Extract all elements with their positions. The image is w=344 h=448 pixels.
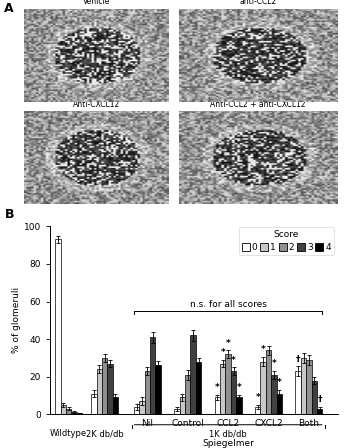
Text: Spiegelmer: Spiegelmer xyxy=(202,439,254,448)
Bar xyxy=(61,405,66,414)
Text: 1K db/db: 1K db/db xyxy=(209,430,247,439)
Bar xyxy=(277,394,282,414)
Bar xyxy=(144,371,150,414)
Text: *: * xyxy=(255,393,260,402)
Bar xyxy=(174,409,180,414)
Bar xyxy=(180,397,185,414)
Y-axis label: % of glomeruli: % of glomeruli xyxy=(12,287,21,353)
Text: *: * xyxy=(261,345,266,354)
Legend: 0, 1, 2, 3, 4: 0, 1, 2, 3, 4 xyxy=(239,227,334,255)
Text: Anti-CCL2 + anti-CXCL12: Anti-CCL2 + anti-CXCL12 xyxy=(210,99,306,108)
Bar xyxy=(255,407,260,414)
Bar xyxy=(134,407,139,414)
Bar xyxy=(271,375,277,414)
Bar xyxy=(220,364,225,414)
Bar xyxy=(107,364,113,414)
Text: *: * xyxy=(221,348,225,357)
Text: *: * xyxy=(237,383,241,392)
Bar xyxy=(196,362,201,414)
Text: *: * xyxy=(215,383,220,392)
Text: *: * xyxy=(231,356,236,365)
Bar xyxy=(155,366,161,414)
Text: *: * xyxy=(271,359,276,368)
Bar xyxy=(317,409,322,414)
Bar xyxy=(215,397,220,414)
Text: B: B xyxy=(5,207,15,220)
Bar xyxy=(260,362,266,414)
Bar xyxy=(72,412,77,414)
Bar xyxy=(185,375,191,414)
Text: anti-CCL2: anti-CCL2 xyxy=(239,0,277,6)
Bar xyxy=(225,354,231,414)
Bar xyxy=(236,397,241,414)
Bar xyxy=(301,358,306,414)
Text: 2K db/db: 2K db/db xyxy=(86,430,123,439)
Text: †: † xyxy=(318,395,322,404)
Bar xyxy=(295,371,301,414)
Bar xyxy=(66,409,72,414)
Text: Wildtype: Wildtype xyxy=(50,430,87,439)
Bar xyxy=(191,336,196,414)
Text: *: * xyxy=(277,378,282,387)
Bar xyxy=(113,397,118,414)
Text: n.s. for all scores: n.s. for all scores xyxy=(190,300,267,309)
Bar xyxy=(266,350,271,414)
Bar xyxy=(55,239,61,414)
Bar xyxy=(102,358,107,414)
Bar xyxy=(139,401,144,414)
Bar xyxy=(231,371,236,414)
Bar xyxy=(306,360,312,414)
Text: Anti-CXCL12: Anti-CXCL12 xyxy=(73,99,120,108)
Bar xyxy=(150,337,155,414)
Text: Vehicle: Vehicle xyxy=(83,0,110,6)
Bar xyxy=(312,380,317,414)
Text: †: † xyxy=(296,355,300,364)
Text: *: * xyxy=(226,339,230,348)
Bar xyxy=(91,394,97,414)
Text: A: A xyxy=(3,2,13,15)
Bar xyxy=(97,369,102,414)
